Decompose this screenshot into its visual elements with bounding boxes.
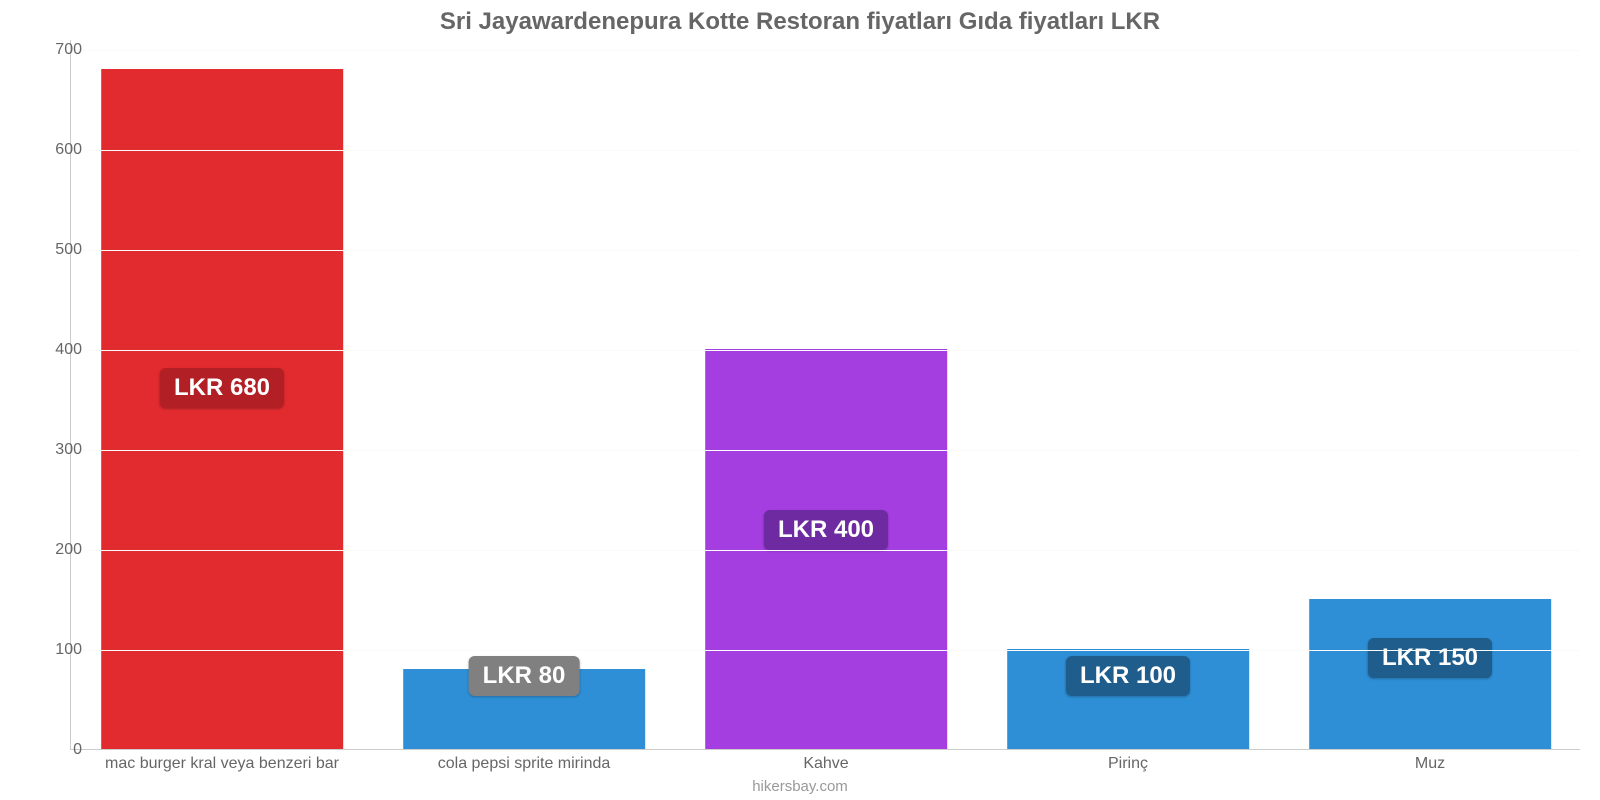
value-badge: LKR 400 xyxy=(764,510,888,550)
y-tick-label: 500 xyxy=(32,241,82,259)
bar-slot: LKR 150Muz xyxy=(1279,40,1581,749)
gridline xyxy=(71,350,1580,351)
value-badge: LKR 680 xyxy=(160,368,284,408)
value-badge: LKR 100 xyxy=(1066,656,1190,696)
x-tick-label: Pirinç xyxy=(1108,749,1148,773)
y-tick-label: 100 xyxy=(32,641,82,659)
bar xyxy=(101,69,343,749)
gridline xyxy=(71,150,1580,151)
x-tick-label: Kahve xyxy=(803,749,848,773)
y-tick-label: 700 xyxy=(32,41,82,59)
y-tick-label: 600 xyxy=(32,141,82,159)
plot-area: LKR 680mac burger kral veya benzeri barL… xyxy=(70,40,1580,750)
gridline xyxy=(71,450,1580,451)
y-tick-label: 300 xyxy=(32,441,82,459)
gridline xyxy=(71,50,1580,51)
price-chart: Sri Jayawardenepura Kotte Restoran fiyat… xyxy=(0,0,1600,800)
gridline xyxy=(71,250,1580,251)
x-tick-label: mac burger kral veya benzeri bar xyxy=(105,749,339,773)
bars-layer: LKR 680mac burger kral veya benzeri barL… xyxy=(71,40,1580,749)
gridline xyxy=(71,650,1580,651)
y-tick-label: 400 xyxy=(32,341,82,359)
bar-slot: LKR 680mac burger kral veya benzeri bar xyxy=(71,40,373,749)
y-tick-label: 200 xyxy=(32,541,82,559)
bar-slot: LKR 80cola pepsi sprite mirinda xyxy=(373,40,675,749)
x-tick-label: cola pepsi sprite mirinda xyxy=(438,749,611,773)
credit-text: hikersbay.com xyxy=(752,778,848,795)
value-badge: LKR 150 xyxy=(1368,638,1492,678)
value-badge: LKR 80 xyxy=(469,656,580,696)
bar-slot: LKR 100Pirinç xyxy=(977,40,1279,749)
bar-slot: LKR 400Kahve xyxy=(675,40,977,749)
chart-title: Sri Jayawardenepura Kotte Restoran fiyat… xyxy=(0,0,1600,36)
y-tick-label: 0 xyxy=(32,741,82,759)
x-tick-label: Muz xyxy=(1415,749,1445,773)
gridline xyxy=(71,550,1580,551)
